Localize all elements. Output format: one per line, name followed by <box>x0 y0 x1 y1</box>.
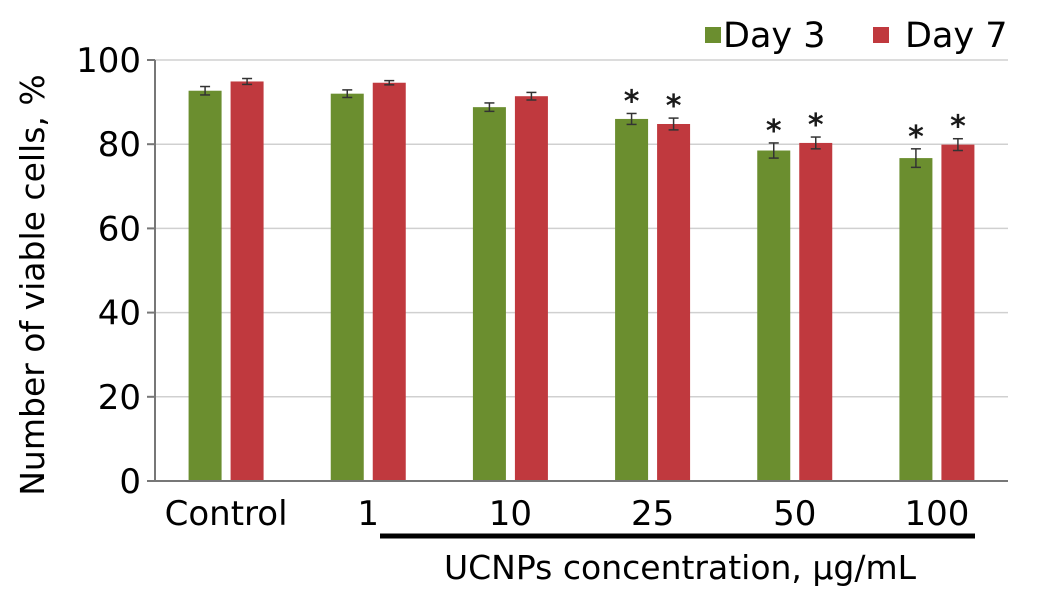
x-axis-title: UCNPs concentration, µg/mL <box>444 548 917 587</box>
axes <box>154 60 1008 482</box>
legend: Day 3 Day 7 <box>705 16 1008 56</box>
gridlines <box>147 59 1008 482</box>
bar-day7-1 <box>372 82 406 481</box>
y-axis-title: Number of viable cells, % <box>13 74 52 496</box>
bars: * * * * * * <box>188 77 975 482</box>
bar-day7-100 <box>941 144 975 481</box>
significance-marker: * <box>908 120 924 155</box>
y-tick-label: 100 <box>76 41 141 81</box>
significance-marker: * <box>766 114 782 149</box>
y-tick-label: 0 <box>119 462 141 502</box>
y-tick-label: 40 <box>98 294 141 334</box>
significance-marker: * <box>666 89 682 124</box>
x-tick-label: 1 <box>357 494 379 534</box>
bar-day3-10 <box>472 107 506 481</box>
bar-day7-50 <box>799 142 833 481</box>
significance-marker: * <box>950 110 966 145</box>
y-tick-label: 60 <box>98 209 141 249</box>
legend-label-day3: Day 3 <box>723 16 826 56</box>
legend-label-day7: Day 7 <box>905 16 1008 56</box>
bar-day3-control <box>188 90 222 481</box>
bar-day3-1 <box>330 93 364 482</box>
y-tick-labels: 0 20 40 60 80 100 <box>76 41 141 502</box>
legend-swatch-day7 <box>873 27 889 43</box>
bar-day7-control <box>230 81 264 481</box>
legend-swatch-day3 <box>705 27 721 43</box>
bar-day7-10 <box>514 96 548 482</box>
significance-marker: * <box>624 84 640 119</box>
x-tick-label: Control <box>165 494 288 534</box>
y-tick-label: 80 <box>98 125 141 165</box>
y-tick-label: 20 <box>98 378 141 418</box>
bar-day3-100 <box>899 158 933 481</box>
x-tick-label: 10 <box>489 494 532 534</box>
x-tick-label: 50 <box>773 494 816 534</box>
bar-day3-50 <box>757 150 791 481</box>
x-tick-label: 100 <box>904 494 969 534</box>
bar-day3-25 <box>615 118 649 481</box>
x-tick-labels: Control 1 10 25 50 100 <box>165 494 970 534</box>
significance-marker: * <box>808 108 824 143</box>
bar-day7-25 <box>657 123 691 481</box>
x-tick-label: 25 <box>631 494 674 534</box>
